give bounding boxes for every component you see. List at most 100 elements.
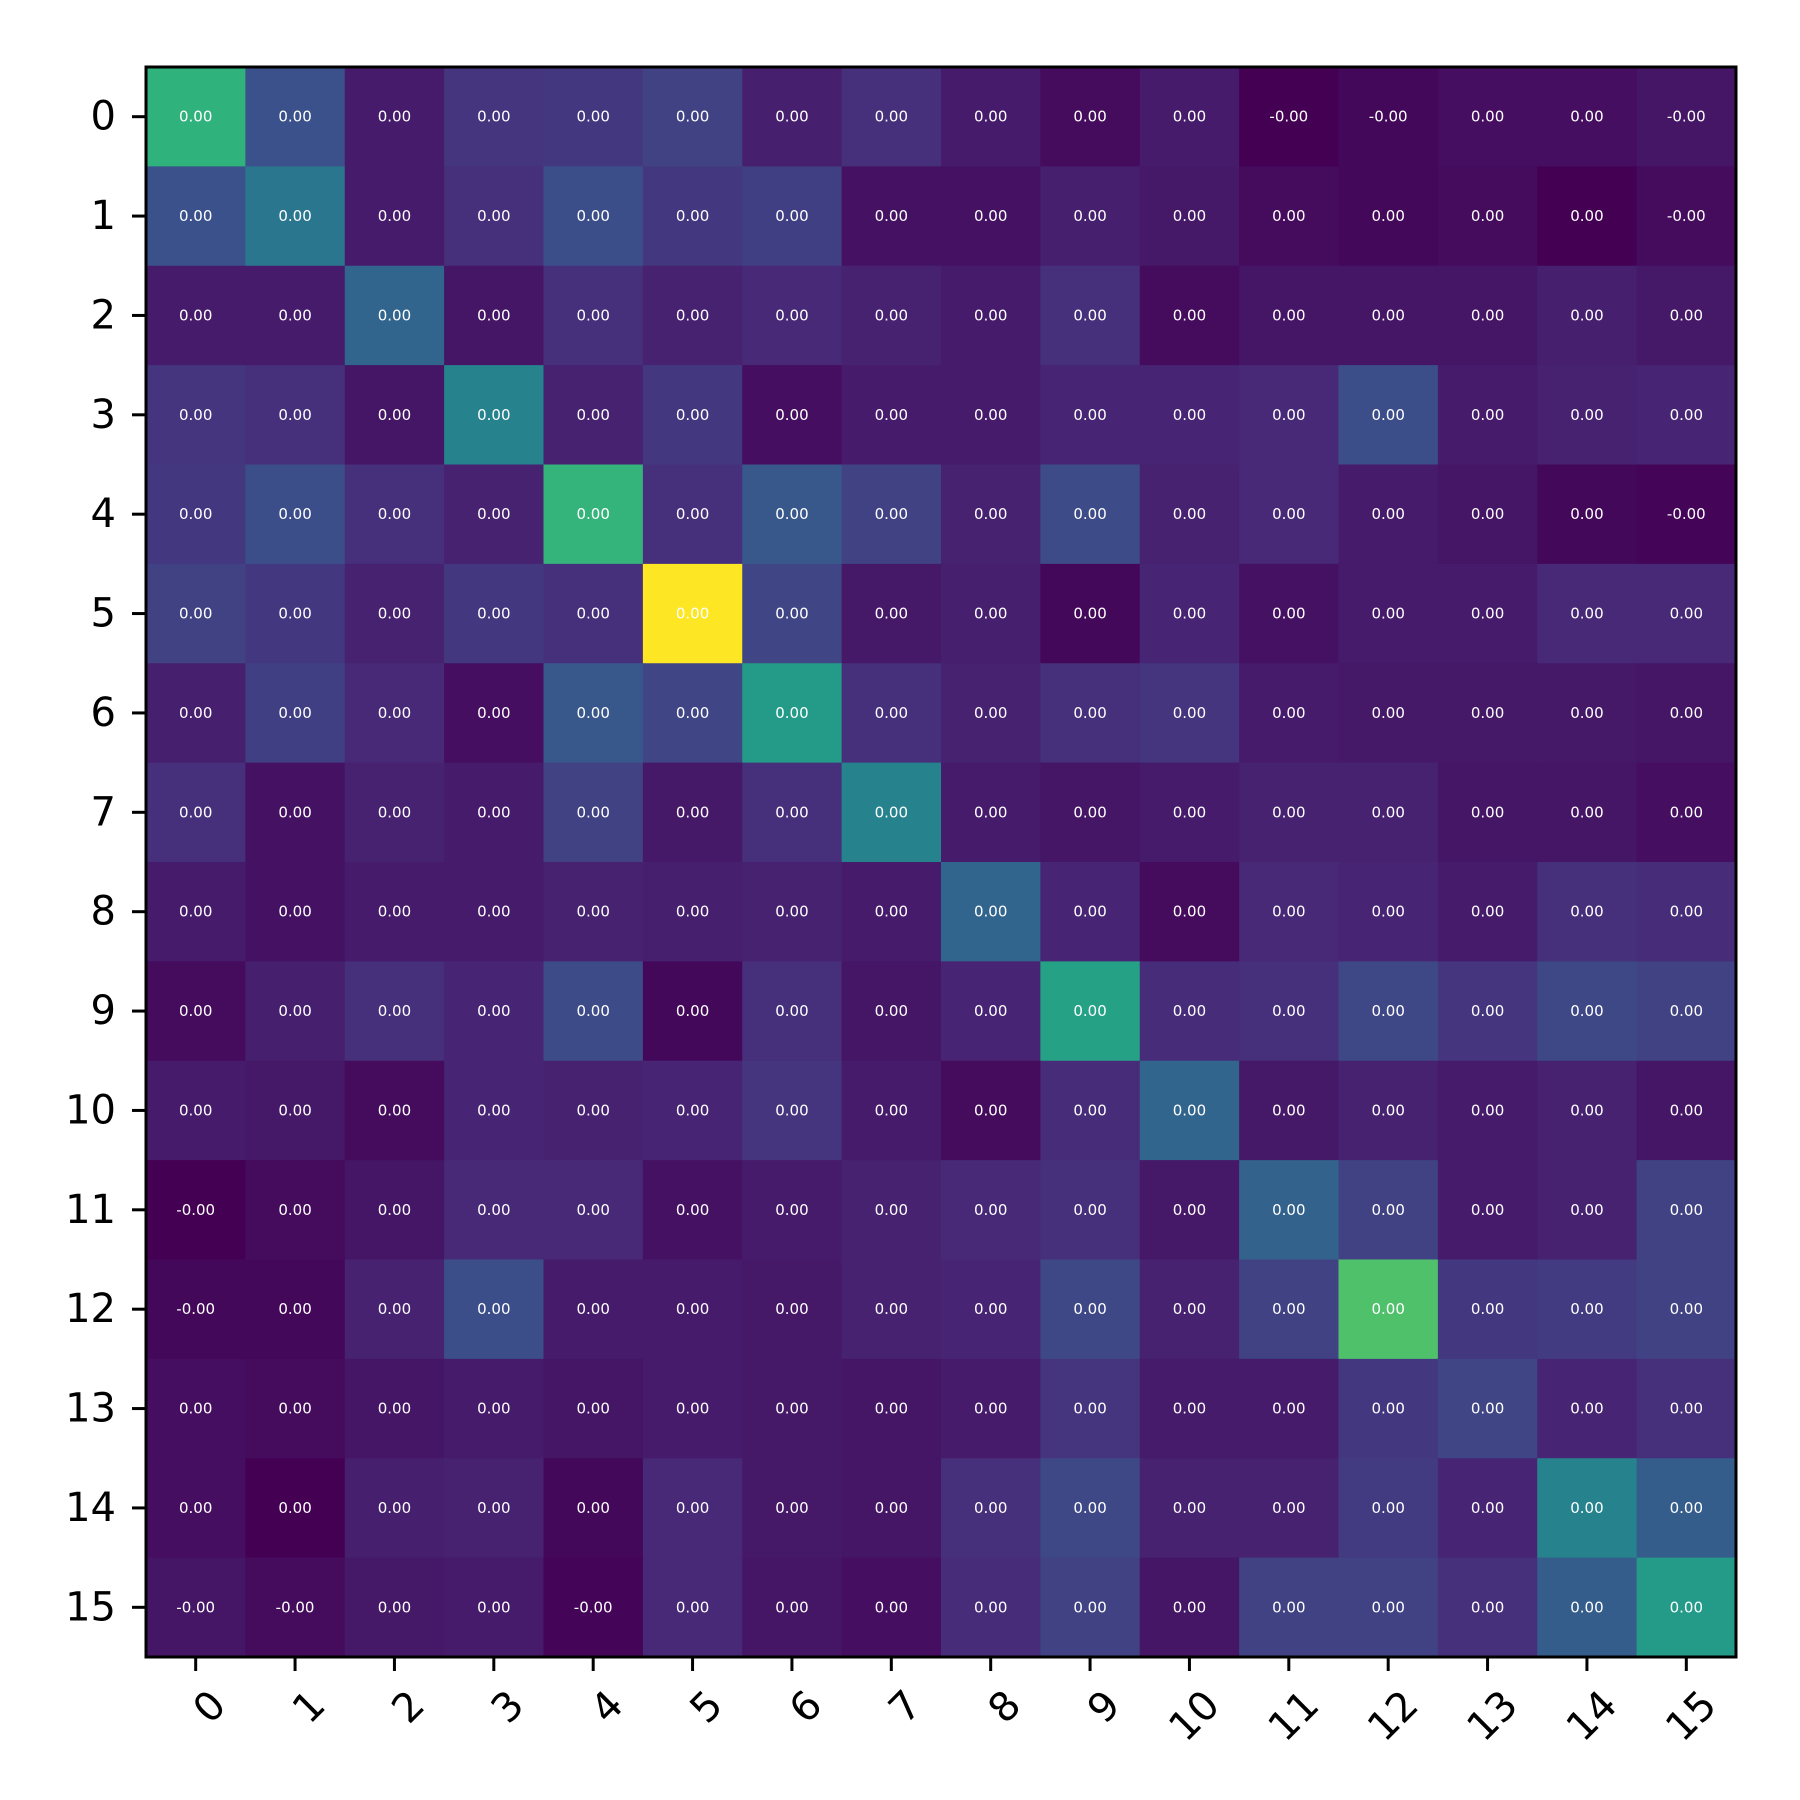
cell-value-label: 0.00: [1471, 704, 1504, 722]
cell-value-label: 0.00: [1670, 1598, 1703, 1616]
heatmap-cell-r9-c3: [444, 961, 544, 1062]
cell-value-label: 0.00: [378, 108, 411, 126]
cell-value-label: 0.00: [1073, 306, 1106, 324]
heatmap-cell-r10-c4: [543, 1060, 644, 1161]
heatmap-cell-r2-c5: [642, 265, 743, 366]
heatmap-cell-r4-c13: [1437, 464, 1538, 565]
heatmap-cell-r0-c11: [1239, 67, 1339, 167]
heatmap-cell-r3-c14: [1537, 365, 1638, 465]
heatmap-cell-r12-c9: [1040, 1259, 1141, 1360]
heatmap-cell-r13-c5: [642, 1358, 743, 1459]
cell-value-label: 0.00: [278, 903, 311, 921]
cell-value-label: 0.00: [179, 306, 212, 324]
heatmap-cell-labels: 0.00 0.00 0.00 0.00 0.00 0.00 0.00 0.00 0.00 0.00…: [176, 108, 1705, 1617]
cell-value-label: 0.00: [1670, 1002, 1703, 1020]
heatmap-cell-r2-c3: [444, 265, 544, 366]
cell-value-label: 0.00: [676, 505, 709, 523]
heatmap-cell-r12-c0: [146, 1259, 246, 1360]
x-tick-label: 2: [383, 1682, 434, 1733]
heatmap-cell-r7-c2: [344, 762, 445, 863]
heatmap-cell-r4-c14: [1537, 464, 1638, 565]
cell-value-label: 0.00: [1173, 1499, 1206, 1517]
heatmap-cell-r6-c15: [1636, 663, 1737, 764]
heatmap-cell-r11-c13: [1437, 1160, 1538, 1260]
y-tick-label: 15: [65, 1584, 116, 1630]
x-axis: 0 1 2 3 4 5 6 7 8 9 10 11 12 13 14 15: [185, 1657, 1726, 1750]
heatmap-cell-r14-c6: [742, 1458, 843, 1559]
heatmap-cell-r1-c13: [1437, 166, 1538, 267]
heatmap-cell-r5-c7: [841, 563, 942, 664]
cell-value-label: 0.00: [1073, 1201, 1106, 1219]
heatmap-cell-r1-c14: [1537, 166, 1638, 267]
cell-value-label: 0.00: [1371, 803, 1404, 821]
cell-value-label: 0.00: [477, 1300, 510, 1318]
cell-value-label: 0.00: [1173, 1598, 1206, 1616]
heatmap-cell-r5-c15: [1636, 563, 1737, 664]
cell-value-label: 0.00: [477, 207, 510, 225]
heatmap-cell-r10-c0: [146, 1060, 246, 1161]
cell-value-label: 0.00: [1570, 1300, 1603, 1318]
heatmap-cell-r9-c6: [742, 961, 843, 1062]
cell-value-label: 0.00: [477, 1400, 510, 1418]
cell-value-label: 0.00: [676, 306, 709, 324]
heatmap-cell-r9-c0: [146, 961, 246, 1062]
cell-value-label: 0.00: [875, 1201, 908, 1219]
cell-value-label: 0.00: [1471, 1002, 1504, 1020]
cell-value-label: 0.00: [1073, 406, 1106, 424]
cell-value-label: 0.00: [1670, 1201, 1703, 1219]
cell-value-label: -0.00: [176, 1201, 215, 1219]
cell-value-label: 0.00: [875, 605, 908, 623]
heatmap-cell-r4-c7: [841, 464, 942, 565]
heatmap-cell-r5-c11: [1239, 563, 1339, 664]
heatmap-cell-r3-c7: [841, 365, 942, 465]
cell-value-label: 0.00: [1570, 1598, 1603, 1616]
cell-value-label: 0.00: [1173, 207, 1206, 225]
heatmap-cell-r13-c15: [1636, 1358, 1737, 1459]
cell-value-label: 0.00: [1173, 108, 1206, 126]
heatmap-cell-r7-c12: [1338, 762, 1439, 863]
heatmap-cell-r8-c2: [344, 862, 445, 962]
cell-value-label: 0.00: [875, 406, 908, 424]
cell-value-label: 0.00: [278, 1101, 311, 1119]
heatmap-cell-r15-c15: [1636, 1557, 1737, 1658]
heatmap-cell-r13-c12: [1338, 1358, 1439, 1459]
heatmap-cell-r9-c9: [1040, 961, 1141, 1062]
heatmap-cell-r7-c1: [245, 762, 346, 863]
y-tick-label: 8: [91, 889, 116, 935]
heatmap-cell-r7-c7: [841, 762, 942, 863]
cell-value-label: 0.00: [676, 903, 709, 921]
heatmap-cell-r2-c2: [344, 265, 445, 366]
cell-value-label: 0.00: [378, 1400, 411, 1418]
cell-value-label: 0.00: [1371, 207, 1404, 225]
cell-value-label: -0.00: [1667, 505, 1706, 523]
heatmap-cell-r6-c6: [742, 663, 843, 764]
cell-value-label: 0.00: [378, 306, 411, 324]
cell-value-label: 0.00: [1570, 306, 1603, 324]
cell-value-label: 0.00: [576, 108, 609, 126]
heatmap-cell-r14-c13: [1437, 1458, 1538, 1559]
heatmap-cell-r8-c0: [146, 862, 246, 962]
heatmap-cell-r11-c10: [1139, 1160, 1240, 1260]
heatmap-cell-r14-c3: [444, 1458, 544, 1559]
cell-value-label: 0.00: [576, 1101, 609, 1119]
heatmap-cell-r7-c8: [941, 762, 1041, 863]
heatmap-cell-r3-c10: [1139, 365, 1240, 465]
cell-value-label: 0.00: [1272, 1400, 1305, 1418]
heatmap-cell-r11-c7: [841, 1160, 942, 1260]
heatmap-cell-r0-c0: [146, 67, 246, 167]
heatmap-cell-r6-c11: [1239, 663, 1339, 764]
heatmap-cell-r7-c6: [742, 762, 843, 863]
heatmap-cell-r12-c5: [642, 1259, 743, 1360]
heatmap-cell-r13-c9: [1040, 1358, 1141, 1459]
cell-value-label: 0.00: [1471, 306, 1504, 324]
heatmap-cell-r4-c12: [1338, 464, 1439, 565]
heatmap-cell-r8-c3: [444, 862, 544, 962]
heatmap-cell-r7-c10: [1139, 762, 1240, 863]
heatmap-cell-r1-c11: [1239, 166, 1339, 267]
cell-value-label: 0.00: [179, 704, 212, 722]
heatmap-cell-r11-c11: [1239, 1160, 1339, 1260]
heatmap-cell-r11-c15: [1636, 1160, 1737, 1260]
heatmap-cell-r5-c5: [642, 563, 743, 664]
